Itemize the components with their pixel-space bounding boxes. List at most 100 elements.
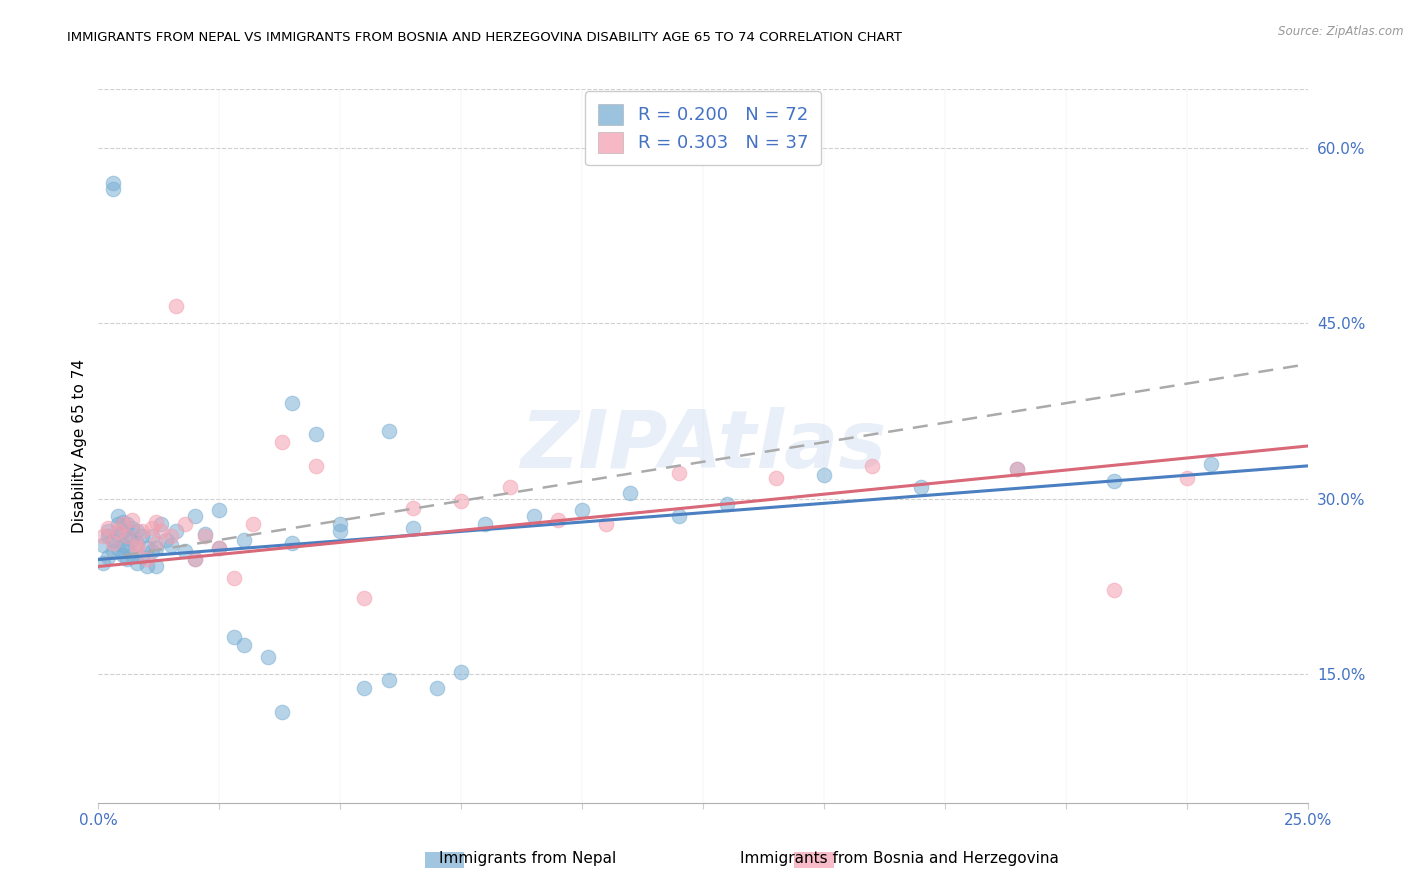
Point [121,548,143,562]
Point [474,517,496,532]
Point [402,501,425,516]
Point [208,541,231,555]
Text: IMMIGRANTS FROM NEPAL VS IMMIGRANTS FROM BOSNIA AND HERZEGOVINA DISABILITY AGE 6: IMMIGRANTS FROM NEPAL VS IMMIGRANTS FROM… [67,31,903,45]
Point [97,521,120,535]
Point [101,181,124,195]
Point [101,176,124,190]
Point [107,524,129,539]
Point [523,509,546,524]
Point [160,538,183,552]
Point [97,524,120,539]
Point [91,529,114,543]
Point [127,536,149,550]
Point [131,529,153,543]
Point [765,470,787,484]
Point [117,541,139,555]
Point [1007,462,1029,476]
Point [101,536,124,550]
Point [668,466,690,480]
Point [329,524,352,539]
Y-axis label: Disability Age 65 to 74: Disability Age 65 to 74 [72,359,87,533]
Point [184,552,207,566]
Point [141,529,163,543]
Point [547,513,569,527]
Point [910,480,932,494]
Point [1175,470,1198,484]
Point [145,541,167,555]
Point [155,533,177,547]
Point [194,529,217,543]
Point [165,524,187,539]
Point [377,673,399,687]
Point [619,485,641,500]
Point [1199,457,1222,471]
Text: Immigrants from Nepal: Immigrants from Nepal [439,851,616,865]
Point [668,509,690,524]
Point [131,550,153,565]
Point [97,550,120,565]
Point [135,552,157,566]
Point [107,517,129,532]
Point [353,591,375,605]
Point [242,517,264,532]
Point [107,541,129,555]
Legend: R = 0.200   N = 72, R = 0.303   N = 37: R = 0.200 N = 72, R = 0.303 N = 37 [585,91,821,165]
Point [97,529,120,543]
Point [127,541,149,555]
Point [271,705,294,719]
Point [377,424,399,438]
Point [305,458,328,473]
Point [281,536,304,550]
Point [117,552,139,566]
Point [145,536,167,550]
Point [174,544,197,558]
Point [498,480,520,494]
Text: Source: ZipAtlas.com: Source: ZipAtlas.com [1278,25,1403,38]
Point [305,427,328,442]
Point [111,524,134,539]
Point [141,521,163,535]
Point [117,529,139,543]
Point [222,630,245,644]
Point [117,517,139,532]
Point [1102,474,1125,488]
Point [813,468,835,483]
Point [150,524,173,539]
Point [121,513,143,527]
Point [91,538,114,552]
Point [107,526,129,541]
Point [107,509,129,524]
Point [101,533,124,547]
Point [271,435,294,450]
Point [111,515,134,529]
Point [101,544,124,558]
Point [111,538,134,552]
Point [127,556,149,570]
Point [450,665,472,679]
Text: Immigrants from Bosnia and Herzegovina: Immigrants from Bosnia and Herzegovina [741,851,1059,865]
Point [1007,462,1029,476]
Point [165,299,187,313]
Point [402,521,425,535]
Point [329,517,352,532]
Point [150,517,173,532]
Point [184,509,207,524]
Point [860,458,883,473]
Point [121,521,143,535]
Point [121,533,143,547]
Point [135,541,157,555]
Point [135,559,157,574]
Point [232,638,254,652]
Point [595,517,617,532]
Point [450,494,472,508]
Point [281,395,304,409]
Point [208,541,231,555]
Text: ZIPAtlas: ZIPAtlas [520,407,886,485]
Point [111,517,134,532]
Point [117,529,139,543]
Point [141,544,163,558]
Point [145,559,167,574]
Point [353,681,375,695]
Point [222,571,245,585]
Point [426,681,449,695]
